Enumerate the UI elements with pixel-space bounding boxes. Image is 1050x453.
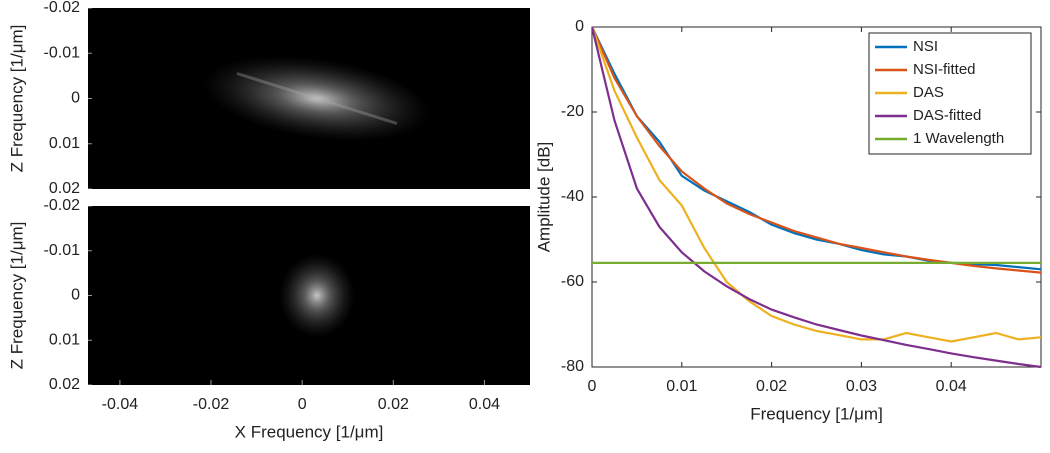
- y-tick-label: -0.02: [44, 197, 81, 214]
- legend-label: DAS: [913, 84, 944, 101]
- spectrum-blob: [202, 55, 432, 142]
- y-tick-label: -20: [561, 103, 584, 120]
- y-axis-label: Amplitude [dB]: [534, 142, 553, 253]
- x-tick-label: -0.02: [193, 396, 230, 413]
- x-tick-label: 0.04: [469, 396, 500, 413]
- series-line: [592, 26, 1041, 369]
- x-axis-label: X Frequency [1/μm]: [235, 422, 384, 441]
- y-tick-label: -0.01: [44, 44, 81, 61]
- legend-label: 1 Wavelength: [913, 130, 1004, 147]
- y-tick-label: 0.02: [49, 376, 80, 393]
- y-tick-label: 0: [71, 90, 80, 107]
- y-tick-label: -60: [561, 273, 584, 290]
- x-tick-label: 0.01: [666, 378, 697, 395]
- series-line: [592, 26, 1041, 274]
- legend-label: DAS-fitted: [913, 107, 981, 124]
- legend-label: NSI: [913, 38, 938, 55]
- y-axis-label: Z Frequency [1/μm]: [7, 222, 26, 370]
- y-tick-label: 0: [575, 18, 584, 35]
- x-tick-label: 0.03: [846, 378, 877, 395]
- x-tick-label: 0: [588, 378, 597, 395]
- x-tick-label: 0: [298, 396, 307, 413]
- y-tick-label: 0.02: [49, 180, 80, 197]
- x-tick-label: 0.02: [378, 396, 409, 413]
- x-tick-label: -0.04: [102, 396, 139, 413]
- spectrum-blob: [279, 253, 355, 338]
- x-tick-label: 0.04: [936, 378, 967, 395]
- y-tick-label: 0: [71, 287, 80, 304]
- x-axis-label: Frequency [1/μm]: [750, 404, 883, 423]
- y-tick-label: 0.01: [49, 135, 80, 152]
- series-line: [592, 26, 1041, 343]
- y-axis-label: Z Frequency [1/μm]: [7, 25, 26, 173]
- y-tick-label: -0.01: [44, 242, 81, 259]
- y-tick-label: 0.01: [49, 331, 80, 348]
- x-tick-label: 0.02: [756, 378, 787, 395]
- y-tick-label: -40: [561, 188, 584, 205]
- spectrum-streak: [236, 72, 398, 125]
- y-tick-label: -80: [561, 358, 584, 375]
- legend-label: NSI-fitted: [913, 61, 976, 78]
- y-tick-label: -0.02: [44, 0, 81, 16]
